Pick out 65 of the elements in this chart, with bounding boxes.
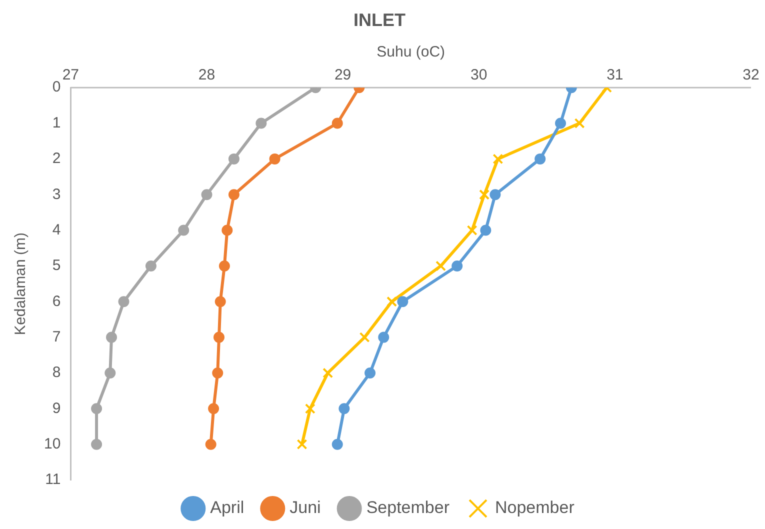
legend-label: Juni: [290, 498, 321, 518]
point: [436, 260, 446, 272]
point: [378, 332, 390, 343]
point: [208, 403, 220, 414]
legend-label: Nopember: [494, 498, 575, 518]
point: [118, 296, 130, 308]
x-axis-title: Suhu (oC): [376, 44, 446, 61]
x-tick-label: 32: [742, 66, 760, 84]
point: [534, 153, 546, 164]
point: [332, 438, 343, 450]
y-tick-label: 3: [52, 186, 61, 203]
point: [359, 332, 370, 343]
legend-label: April: [210, 498, 244, 518]
point: [222, 224, 233, 236]
point: [91, 438, 102, 450]
y-tick-label: 8: [52, 364, 61, 382]
point: [228, 189, 240, 200]
point: [480, 224, 492, 236]
legend-label: September: [366, 498, 450, 518]
point: [228, 153, 240, 164]
point: [214, 296, 226, 308]
point: [364, 367, 376, 378]
y-tick-label: 4: [52, 221, 61, 238]
point: [479, 189, 490, 200]
point: [213, 332, 224, 343]
x-tick-label: 29: [334, 66, 352, 84]
x-tick-label: 27: [62, 66, 80, 84]
y-tick-label: 11: [45, 471, 61, 488]
point: [492, 154, 504, 164]
point: [555, 118, 566, 129]
point: [397, 296, 408, 308]
point: [332, 118, 343, 129]
x-tick-label: 28: [198, 66, 216, 84]
point: [338, 403, 350, 414]
point: [104, 367, 116, 378]
chart-title: INLET: [354, 10, 406, 30]
point: [304, 403, 316, 414]
point: [91, 403, 102, 414]
point: [256, 118, 267, 129]
point: [145, 260, 156, 272]
x-tick-label: 31: [606, 66, 624, 84]
point: [322, 368, 334, 378]
y-tick-label: 2: [52, 150, 61, 168]
point: [205, 438, 216, 450]
point: [386, 296, 398, 307]
point: [178, 224, 190, 236]
y-tick-label: 5: [52, 257, 61, 274]
y-tick-label: 9: [52, 400, 61, 417]
y-axis-title: Kedalaman (m): [12, 232, 30, 336]
point: [269, 153, 280, 164]
y-tick-label: 0: [52, 78, 61, 96]
y-tick-label: 7: [52, 328, 61, 346]
point: [212, 367, 224, 378]
y-tick-label: 10: [44, 435, 61, 452]
y-tick-label: 6: [52, 292, 61, 310]
point: [218, 260, 230, 272]
point: [466, 225, 478, 236]
point: [452, 260, 463, 272]
y-tick-label: 1: [52, 114, 61, 132]
x-tick-label: 30: [470, 66, 488, 84]
point: [574, 118, 585, 129]
point: [106, 332, 118, 343]
point: [296, 439, 308, 450]
point: [201, 189, 212, 200]
point: [490, 189, 501, 200]
